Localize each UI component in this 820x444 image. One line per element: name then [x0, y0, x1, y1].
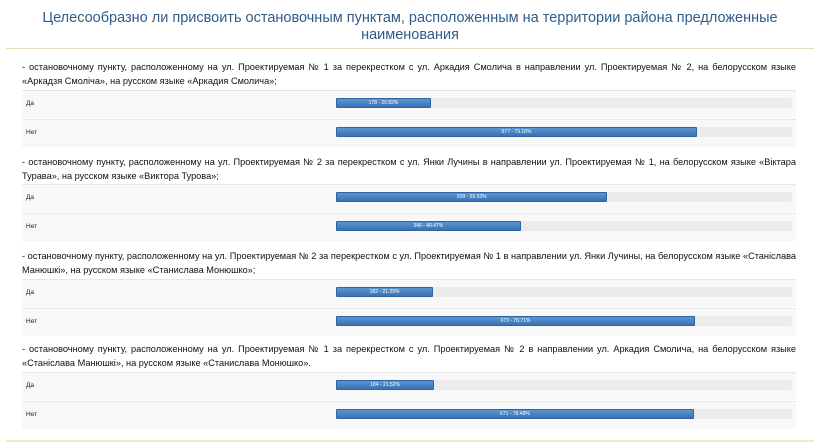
- result-bar-track: 677 - 79.18%: [336, 127, 792, 137]
- result-bar-label: 178 - 20.82%: [368, 100, 399, 106]
- result-bar-track: 178 - 20.82%: [336, 98, 792, 108]
- answer-row-no: Нет 346 - 40.47%: [22, 213, 796, 241]
- result-bar-track: 182 - 21.29%: [336, 287, 792, 297]
- result-bar: 509 - 59.53%: [336, 192, 608, 202]
- result-bar: 671 - 78.48%: [336, 409, 694, 419]
- answer-row-yes: Да 184 - 21.52%: [22, 372, 796, 400]
- result-bar-track: 671 - 78.48%: [336, 409, 792, 419]
- answer-row-no: Нет 671 - 78.48%: [22, 401, 796, 429]
- result-bar-track: 509 - 59.53%: [336, 192, 792, 202]
- result-bar-label: 673 - 78.71%: [500, 318, 531, 324]
- question-text: - остановочному пункту, расположенному н…: [22, 157, 796, 181]
- result-bar: 677 - 79.18%: [336, 127, 698, 137]
- answer-label: Да: [26, 289, 35, 296]
- bottom-divider: [6, 440, 814, 442]
- page-title: Целесообразно ли присвоить остановочным …: [42, 10, 778, 43]
- answer-row-no: Нет 677 - 79.18%: [22, 119, 796, 147]
- answer-label: Нет: [26, 318, 38, 325]
- answer-label: Да: [26, 382, 35, 389]
- result-bar-track: 673 - 78.71%: [336, 316, 792, 326]
- result-bar-label: 677 - 79.18%: [501, 129, 532, 135]
- answer-label: Да: [26, 194, 35, 201]
- result-bar-track: 184 - 21.52%: [336, 380, 792, 390]
- result-bar-label: 184 - 21.52%: [370, 382, 400, 388]
- question-text: - остановочному пункту, расположенному н…: [22, 251, 796, 275]
- answer-label: Нет: [26, 411, 38, 418]
- answer-row-yes: Да 178 - 20.82%: [22, 90, 796, 118]
- answer-row-no: Нет 673 - 78.71%: [22, 308, 796, 336]
- result-bar-track: 346 - 40.47%: [336, 221, 792, 231]
- answer-row-yes: Да 182 - 21.29%: [22, 279, 796, 307]
- result-bar: 178 - 20.82%: [336, 98, 431, 108]
- question-text: - остановочному пункту, расположенному н…: [22, 344, 796, 368]
- result-bar: 184 - 21.52%: [336, 380, 435, 390]
- result-bar: 673 - 78.71%: [336, 316, 695, 326]
- answer-label: Нет: [26, 223, 38, 230]
- result-bar-label: 182 - 21.29%: [369, 289, 400, 295]
- question-text: - остановочному пункту, расположенному н…: [22, 62, 796, 86]
- result-bar-label: 346 - 40.47%: [413, 223, 444, 229]
- answer-row-yes: Да 509 - 59.53%: [22, 184, 796, 212]
- result-bar: 182 - 21.29%: [336, 287, 434, 297]
- result-bar: 346 - 40.47%: [336, 221, 521, 231]
- result-bar-label: 671 - 78.48%: [500, 411, 530, 417]
- result-bar-label: 509 - 59.53%: [456, 194, 487, 200]
- answer-label: Нет: [26, 129, 38, 136]
- title-divider: [6, 48, 814, 49]
- answer-label: Да: [26, 100, 35, 107]
